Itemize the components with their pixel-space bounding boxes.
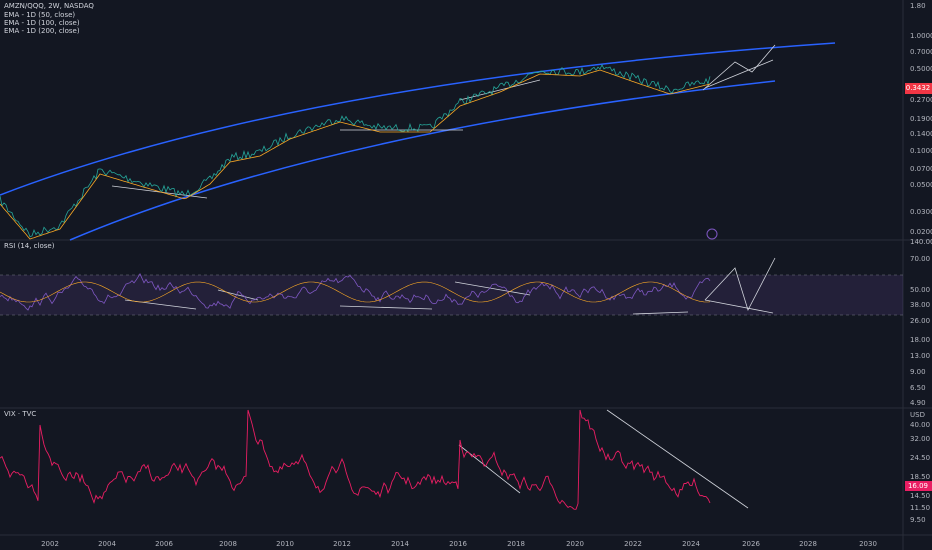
vix-title: VIX · TVC — [4, 410, 36, 418]
vix-axis-label: 18.50 — [910, 473, 930, 481]
time-axis-label: 2010 — [276, 540, 294, 548]
rsi-axis-label: 9.00 — [910, 368, 926, 376]
time-axis-label: 2014 — [391, 540, 409, 548]
rsi-title: RSI (14, close) — [4, 242, 55, 250]
rsi-line — [0, 273, 711, 311]
vix-axis-label: 9.50 — [910, 516, 926, 524]
vix-last-badge — [905, 481, 932, 491]
vix-axis-label: 32.00 — [910, 435, 930, 443]
time-axis-label: 2016 — [449, 540, 467, 548]
price-last: 0.3432 — [906, 84, 931, 92]
indicator: EMA - 1D (100, close) — [4, 19, 80, 27]
rsi-axis-label: 70.00 — [910, 255, 930, 263]
rsi-axis-label: 140.00 — [910, 238, 932, 246]
rsi-axis-label: 26.00 — [910, 317, 930, 325]
ema-line — [0, 69, 711, 240]
time-axis-label: 2006 — [155, 540, 173, 548]
event-icon — [706, 228, 718, 240]
rsi-axis-label: 18.00 — [910, 336, 930, 344]
time-axis-label: 2024 — [682, 540, 700, 548]
price-line — [0, 63, 711, 238]
time-axis-label: 2028 — [799, 540, 817, 548]
time-axis-label: 2020 — [566, 540, 584, 548]
vix-axis-label: 14.50 — [910, 492, 930, 500]
vix-last: 16.09 — [908, 482, 928, 490]
time-axis-label: 2012 — [333, 540, 351, 548]
time-axis-label: 2022 — [624, 540, 642, 548]
vix-axis-label: 40.00 — [910, 421, 930, 429]
channel-lower — [69, 80, 776, 241]
vix-currency: USD — [910, 411, 925, 419]
symbol-title: AMZN/QQQ, 2W, NASDAQ — [4, 2, 94, 10]
vix-axis-label: 24.50 — [910, 454, 930, 462]
time-axis-label: 2004 — [98, 540, 116, 548]
time-axis-label: 2018 — [507, 540, 525, 548]
rsi-axis-label: 50.00 — [910, 286, 930, 294]
rsi-axis-label: 13.00 — [910, 352, 930, 360]
channel-upper — [0, 42, 836, 196]
indicator: EMA - 1D (200, close) — [4, 27, 80, 35]
price-last-badge — [905, 83, 932, 94]
rsi-axis-label: 38.00 — [910, 301, 930, 309]
rsi-axis-label: 4.90 — [910, 399, 926, 407]
rsi-ma-line — [0, 281, 711, 303]
vix-axis-label: 11.50 — [910, 504, 930, 512]
time-axis-label: 2026 — [742, 540, 760, 548]
time-axis-label: 2030 — [859, 540, 877, 548]
series — [0, 63, 711, 510]
time-axis-label: 2002 — [41, 540, 59, 548]
time-axis-label: 2008 — [219, 540, 237, 548]
indicator: EMA - 1D (50, close) — [4, 11, 75, 19]
labels: AMZN/QQQ, 2W, NASDAQ EMA - 1D (50, close… — [4, 2, 932, 548]
rsi-axis-label: 6.50 — [910, 384, 926, 392]
vix-line — [0, 409, 711, 510]
price-axis-label: 1.80 — [910, 2, 926, 10]
